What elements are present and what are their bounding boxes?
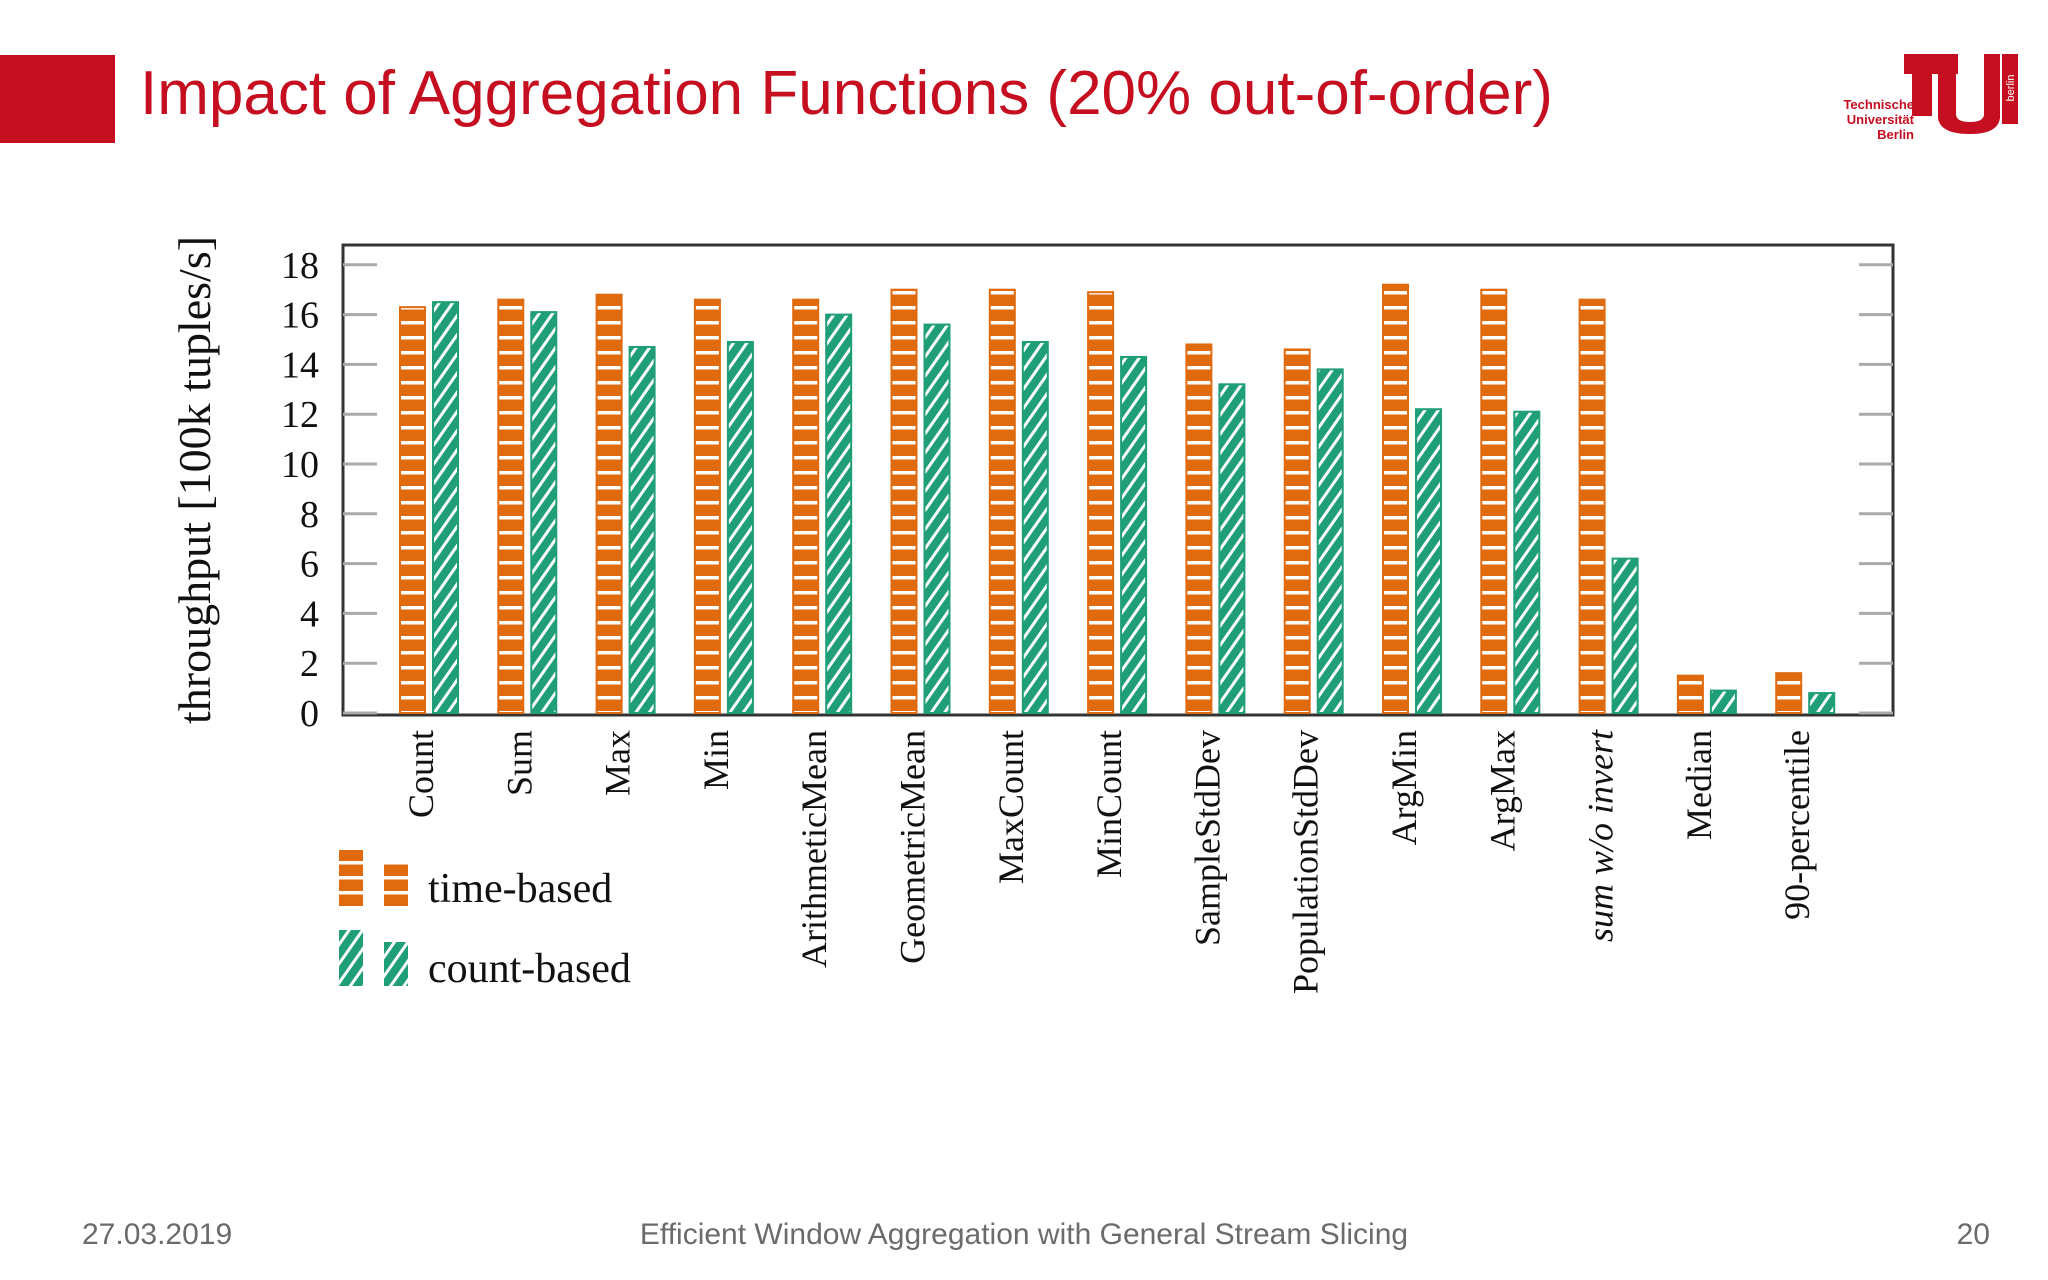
legend-label-count-based: count-based: [428, 946, 631, 992]
x-tick-label: Max: [598, 730, 638, 796]
x-tick-label: SampleStdDev: [1187, 730, 1227, 946]
bar-time-based: [988, 288, 1016, 714]
logo-side-text: berlin: [2005, 75, 2017, 102]
x-tick-label: ArithmeticMean: [794, 730, 834, 968]
bar-count-based: [530, 311, 558, 714]
y-tick-label: 10: [281, 444, 319, 486]
footer-title: Efficient Window Aggregation with Genera…: [639, 1218, 1409, 1251]
y-tick-label: 16: [281, 295, 319, 337]
y-tick-label: 18: [281, 245, 319, 287]
plot-frame: [341, 243, 1895, 717]
bar-time-based: [399, 306, 426, 714]
x-tick-label: 90-percentile: [1777, 730, 1817, 920]
logo-wordmark: Technische Universität Berlin: [1822, 97, 1914, 142]
x-tick-label: Min: [696, 730, 736, 790]
x-tick-label: MaxCount: [991, 730, 1031, 884]
tu-berlin-logo: berlin: [1904, 54, 2018, 134]
y-tick-label: 6: [300, 544, 319, 586]
bar-time-based: [1578, 298, 1606, 714]
page-number: 20: [1956, 1218, 1990, 1251]
bar-count-based: [825, 313, 853, 714]
bar-count-based: [1316, 368, 1344, 714]
logo-line: Universität: [1846, 112, 1914, 127]
y-tick-label: 12: [281, 394, 319, 436]
legend-label-time-based: time-based: [428, 866, 612, 912]
x-tick-label: ArgMax: [1482, 730, 1522, 851]
legend: time-based count-based: [339, 850, 631, 992]
bar-time-based: [1283, 348, 1311, 714]
slide-title: Impact of Aggregation Functions (20% out…: [140, 59, 1553, 128]
legend-swatch-count-based: [384, 942, 408, 986]
footer-date: 27.03.2019: [82, 1218, 233, 1251]
y-tick-label: 8: [300, 494, 319, 536]
legend-swatch-time-based: [384, 862, 408, 906]
logo-line: Technische: [1843, 97, 1914, 112]
bar-count-based: [923, 323, 951, 714]
bar-time-based: [1087, 291, 1115, 714]
legend-swatch-count-based: [339, 930, 363, 986]
legend-swatch-time-based: [339, 850, 363, 906]
bar-time-based: [1480, 288, 1508, 714]
bar-time-based: [890, 288, 918, 714]
bar-count-based: [1218, 383, 1246, 714]
y-tick-label: 4: [300, 593, 319, 635]
x-tick-label: Count: [401, 730, 441, 818]
y-axis-label: throughput [100k tuples/s]: [169, 236, 220, 724]
x-tick-label: ArgMin: [1384, 730, 1424, 845]
x-tick-label: GeometricMean: [893, 730, 933, 964]
bar-count-based: [1611, 557, 1639, 714]
bar-count-based: [1021, 340, 1049, 714]
bar-count-based: [1808, 692, 1836, 715]
x-tick-label: MinCount: [1089, 730, 1129, 878]
y-tick-label: 2: [300, 643, 319, 685]
bar-count-based: [1415, 408, 1442, 714]
logo-line: Berlin: [1877, 127, 1914, 142]
bar-count-based: [1513, 410, 1541, 714]
y-tick-label: 0: [300, 693, 319, 735]
x-tick-label: Median: [1679, 730, 1719, 840]
bar-count-based: [1120, 355, 1148, 714]
bar-time-based: [693, 298, 721, 714]
bar-count-based: [1709, 689, 1737, 715]
bar-time-based: [1382, 283, 1409, 714]
title-accent-bar: [0, 55, 115, 143]
bar-count-based: [432, 301, 459, 714]
x-tick-label: sum w/o invert: [1581, 729, 1621, 942]
bar-count-based: [726, 340, 754, 714]
x-tick-label: PopulationStdDev: [1286, 730, 1326, 994]
x-tick-label: Sum: [499, 730, 539, 796]
y-tick-label: 14: [281, 344, 319, 386]
bar-time-based: [1775, 672, 1803, 714]
bar-time-based: [497, 298, 525, 714]
bar-time-based: [1185, 343, 1213, 714]
bar-count-based: [628, 345, 656, 714]
bar-time-based: [1676, 674, 1704, 715]
bar-time-based: [792, 298, 820, 714]
bar-time-based: [595, 293, 623, 714]
